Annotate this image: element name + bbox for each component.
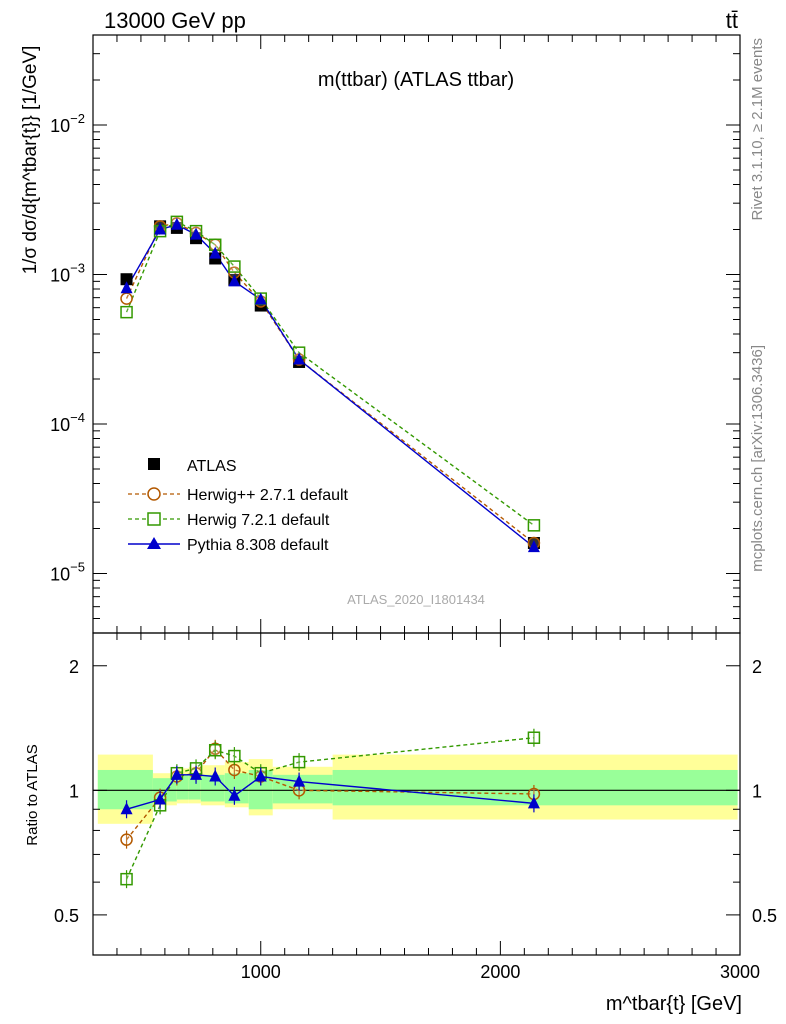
main-point-herwigpp <box>120 292 133 305</box>
main-line-herwig7 <box>125 221 535 526</box>
x-axis-label: m^tbar{t} [GeV] <box>606 993 742 1015</box>
legend-label-herwig7: Herwig 7.2.1 default <box>187 512 330 529</box>
legend-marker-herwig7 <box>147 512 161 526</box>
main-point-pythia <box>527 540 540 553</box>
main-point-atlas <box>120 273 133 286</box>
main-panel: 10−510−410−310−2 m(ttbar) (ATLAS ttbar) … <box>20 34 741 634</box>
legend-marker-herwigpp <box>147 487 161 501</box>
main-point-pythia <box>154 222 167 235</box>
ratio-point-pythia <box>170 767 183 780</box>
ratio-point-herwigpp <box>120 833 133 846</box>
ratio-point-pythia <box>254 769 267 782</box>
main-point-pythia <box>254 292 267 305</box>
ratio-y-tick-label-right: 1 <box>752 781 762 801</box>
legend: ATLAS Herwig++ 2.7.1 default Herwig 7.2.… <box>128 458 349 554</box>
main-point-atlas <box>254 299 267 312</box>
ratio-point-pythia <box>527 796 540 809</box>
x-tick-label: 3000 <box>720 962 760 982</box>
ratio-point-herwig7 <box>208 743 222 757</box>
main-point-pythia <box>120 281 133 294</box>
main-axis-ticks: 10−5 10−4 10−3 10−2 <box>50 34 741 634</box>
header-process-label: tt̄ <box>726 8 738 33</box>
main-point-herwig7 <box>120 305 133 319</box>
legend-marker-atlas <box>148 458 160 470</box>
ratio-point-herwig7 <box>527 731 541 744</box>
ratio-point-pythia <box>120 802 133 815</box>
ratio-y-tick-label: 0.5 <box>54 906 79 926</box>
ratio-band-inner <box>248 769 273 810</box>
header-collision-label: 13000 GeV pp <box>104 8 246 33</box>
ratio-band-inner <box>176 774 189 800</box>
legend-label-herwigpp: Herwig++ 2.7.1 default <box>187 487 349 504</box>
ratio-y-tick-label: 1 <box>69 781 79 801</box>
rivet-version-label: Rivet 3.1.10, ≥ 2.1M events <box>749 38 766 221</box>
ratio-axis-ticks: 1000 2000 3000 0.5 0.5 1 1 2 2 <box>54 633 777 982</box>
legend-label-pythia: Pythia 8.308 default <box>187 537 329 554</box>
ratio-point-pythia <box>209 769 222 782</box>
ratio-band-inner <box>97 769 153 810</box>
ratio-y-tick-label-right: 2 <box>752 657 762 677</box>
legend-label-atlas: ATLAS <box>187 458 237 475</box>
x-tick-label: 1000 <box>241 962 281 982</box>
ratio-y-tick-label-right: 0.5 <box>752 906 777 926</box>
ratio-band-inner <box>188 773 201 800</box>
main-point-herwig7 <box>228 260 241 273</box>
ratio-point-pythia <box>293 774 306 787</box>
analysis-watermark: ATLAS_2020_I1801434 <box>347 592 485 607</box>
main-point-herwig7 <box>527 519 541 532</box>
ratio-point-herwig7 <box>292 755 306 769</box>
main-point-pythia <box>209 246 222 259</box>
main-y-tick-label: 10−3 <box>50 261 85 286</box>
ratio-point-herwig7 <box>228 749 241 763</box>
x-tick-label: 2000 <box>480 962 520 982</box>
ratio-band-inner <box>224 773 249 804</box>
ratio-point-herwigpp <box>228 763 241 777</box>
ratio-panel: 1000 2000 3000 0.5 0.5 1 1 2 2 Ratio to ATLAS m^… <box>24 632 777 1015</box>
main-y-tick-label: 10−5 <box>50 560 85 585</box>
ratio-point-herwig7 <box>120 872 133 886</box>
main-y-tick-label: 10−2 <box>50 111 85 136</box>
main-point-pythia <box>170 217 183 230</box>
ratio-frame <box>92 632 741 956</box>
main-y-tick-label: 10−4 <box>50 410 85 435</box>
main-y-axis-label: 1/σ dσ/d{m^tbar{t}} [1/GeV] <box>20 46 41 275</box>
ratio-y-axis-label: Ratio to ATLAS <box>24 744 41 845</box>
ratio-point-pythia <box>154 792 167 805</box>
legend-marker-pythia <box>147 537 161 549</box>
main-point-pythia <box>228 274 241 287</box>
ratio-point-pythia <box>190 767 203 780</box>
main-point-pythia <box>190 227 203 240</box>
plot-title: m(ttbar) (ATLAS ttbar) <box>318 69 514 91</box>
ratio-y-tick-label: 2 <box>69 657 79 677</box>
main-point-pythia <box>293 352 306 365</box>
mcplots-label: mcplots.cern.ch [arXiv:1306.3436] <box>749 345 766 572</box>
ratio-point-pythia <box>228 788 241 801</box>
